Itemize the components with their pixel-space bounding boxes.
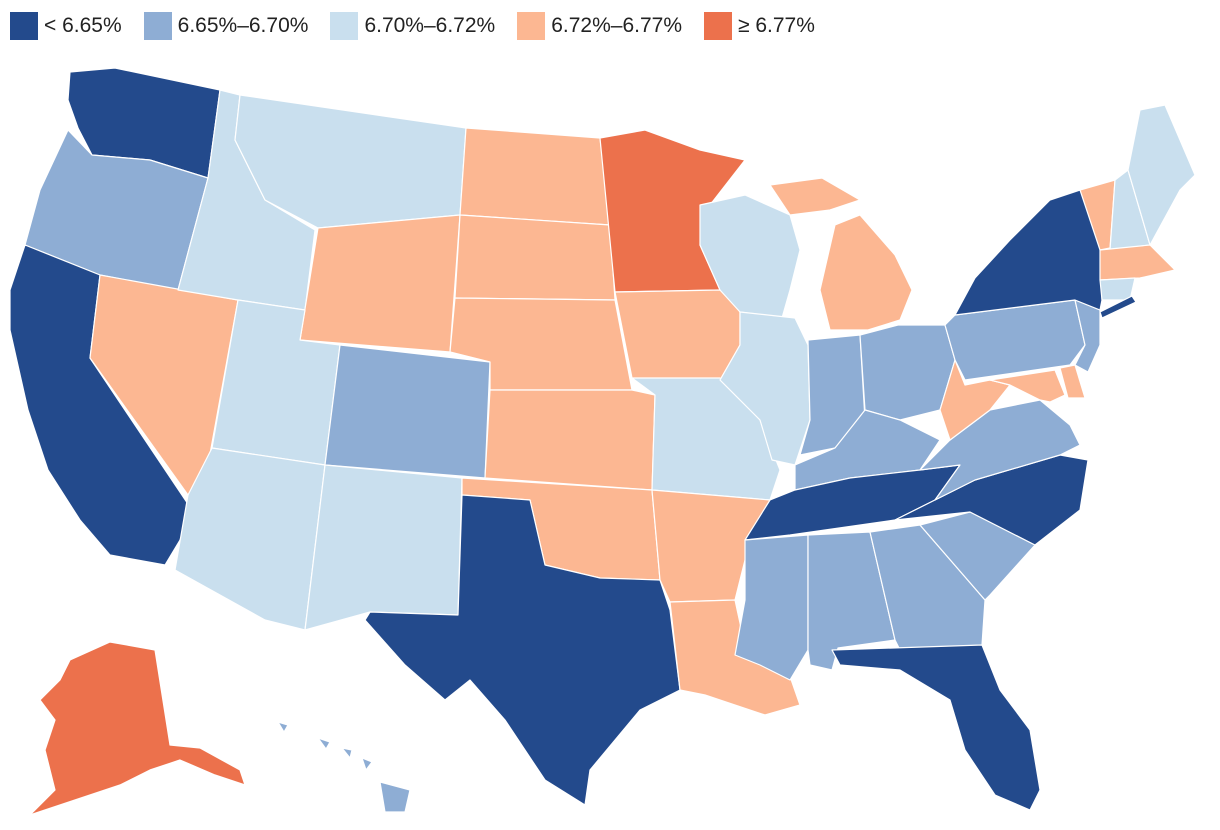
legend-label: 6.65%–6.70%	[177, 14, 309, 37]
state-hi[interactable]	[277, 721, 411, 813]
state-ma[interactable]	[1099, 244, 1176, 281]
legend-label: ≥ 6.77%	[738, 14, 815, 37]
state-ms[interactable]	[734, 534, 809, 681]
state-nm[interactable]	[304, 464, 463, 631]
legend-swatch	[517, 12, 546, 40]
state-md[interactable]	[989, 369, 1066, 403]
legend-item-677-plus: ≥ 6.77%	[704, 12, 815, 40]
state-ak[interactable]	[29, 641, 246, 816]
legend-swatch	[704, 12, 732, 40]
legend-swatch	[143, 12, 172, 40]
state-tx[interactable]	[364, 494, 681, 806]
legend-label: < 6.65%	[44, 14, 122, 37]
legend-swatch	[330, 12, 359, 40]
state-ks[interactable]	[484, 389, 656, 491]
legend-item-below-665: < 6.65%	[10, 12, 122, 40]
legend-item-670-672: 6.70%–6.72%	[330, 12, 495, 40]
state-sd[interactable]	[454, 214, 616, 301]
state-mi[interactable]	[769, 177, 913, 331]
state-sc[interactable]	[919, 511, 1036, 601]
state-wy[interactable]	[299, 214, 461, 353]
state-fl[interactable]	[831, 644, 1041, 811]
state-wi[interactable]	[699, 194, 801, 319]
state-il[interactable]	[719, 311, 811, 466]
state-ny-li[interactable]	[1099, 295, 1137, 319]
state-nd[interactable]	[459, 127, 611, 226]
state-ny[interactable]	[954, 189, 1103, 316]
legend-item-665-670: 6.65%–6.70%	[143, 12, 309, 40]
state-co[interactable]	[324, 344, 491, 479]
state-la[interactable]	[669, 599, 801, 716]
legend-label: 6.70%–6.72%	[364, 14, 496, 37]
state-az[interactable]	[174, 447, 326, 631]
state-ia[interactable]	[614, 289, 741, 381]
state-de[interactable]	[1059, 364, 1086, 399]
legend-swatch	[10, 12, 38, 40]
legend-label: 6.72%–6.77%	[551, 14, 682, 37]
legend-item-672-677: 6.72%–6.77%	[517, 12, 682, 40]
map-legend: < 6.65% 6.65%–6.70% 6.70%–6.72% 6.72%–6.…	[10, 12, 837, 40]
